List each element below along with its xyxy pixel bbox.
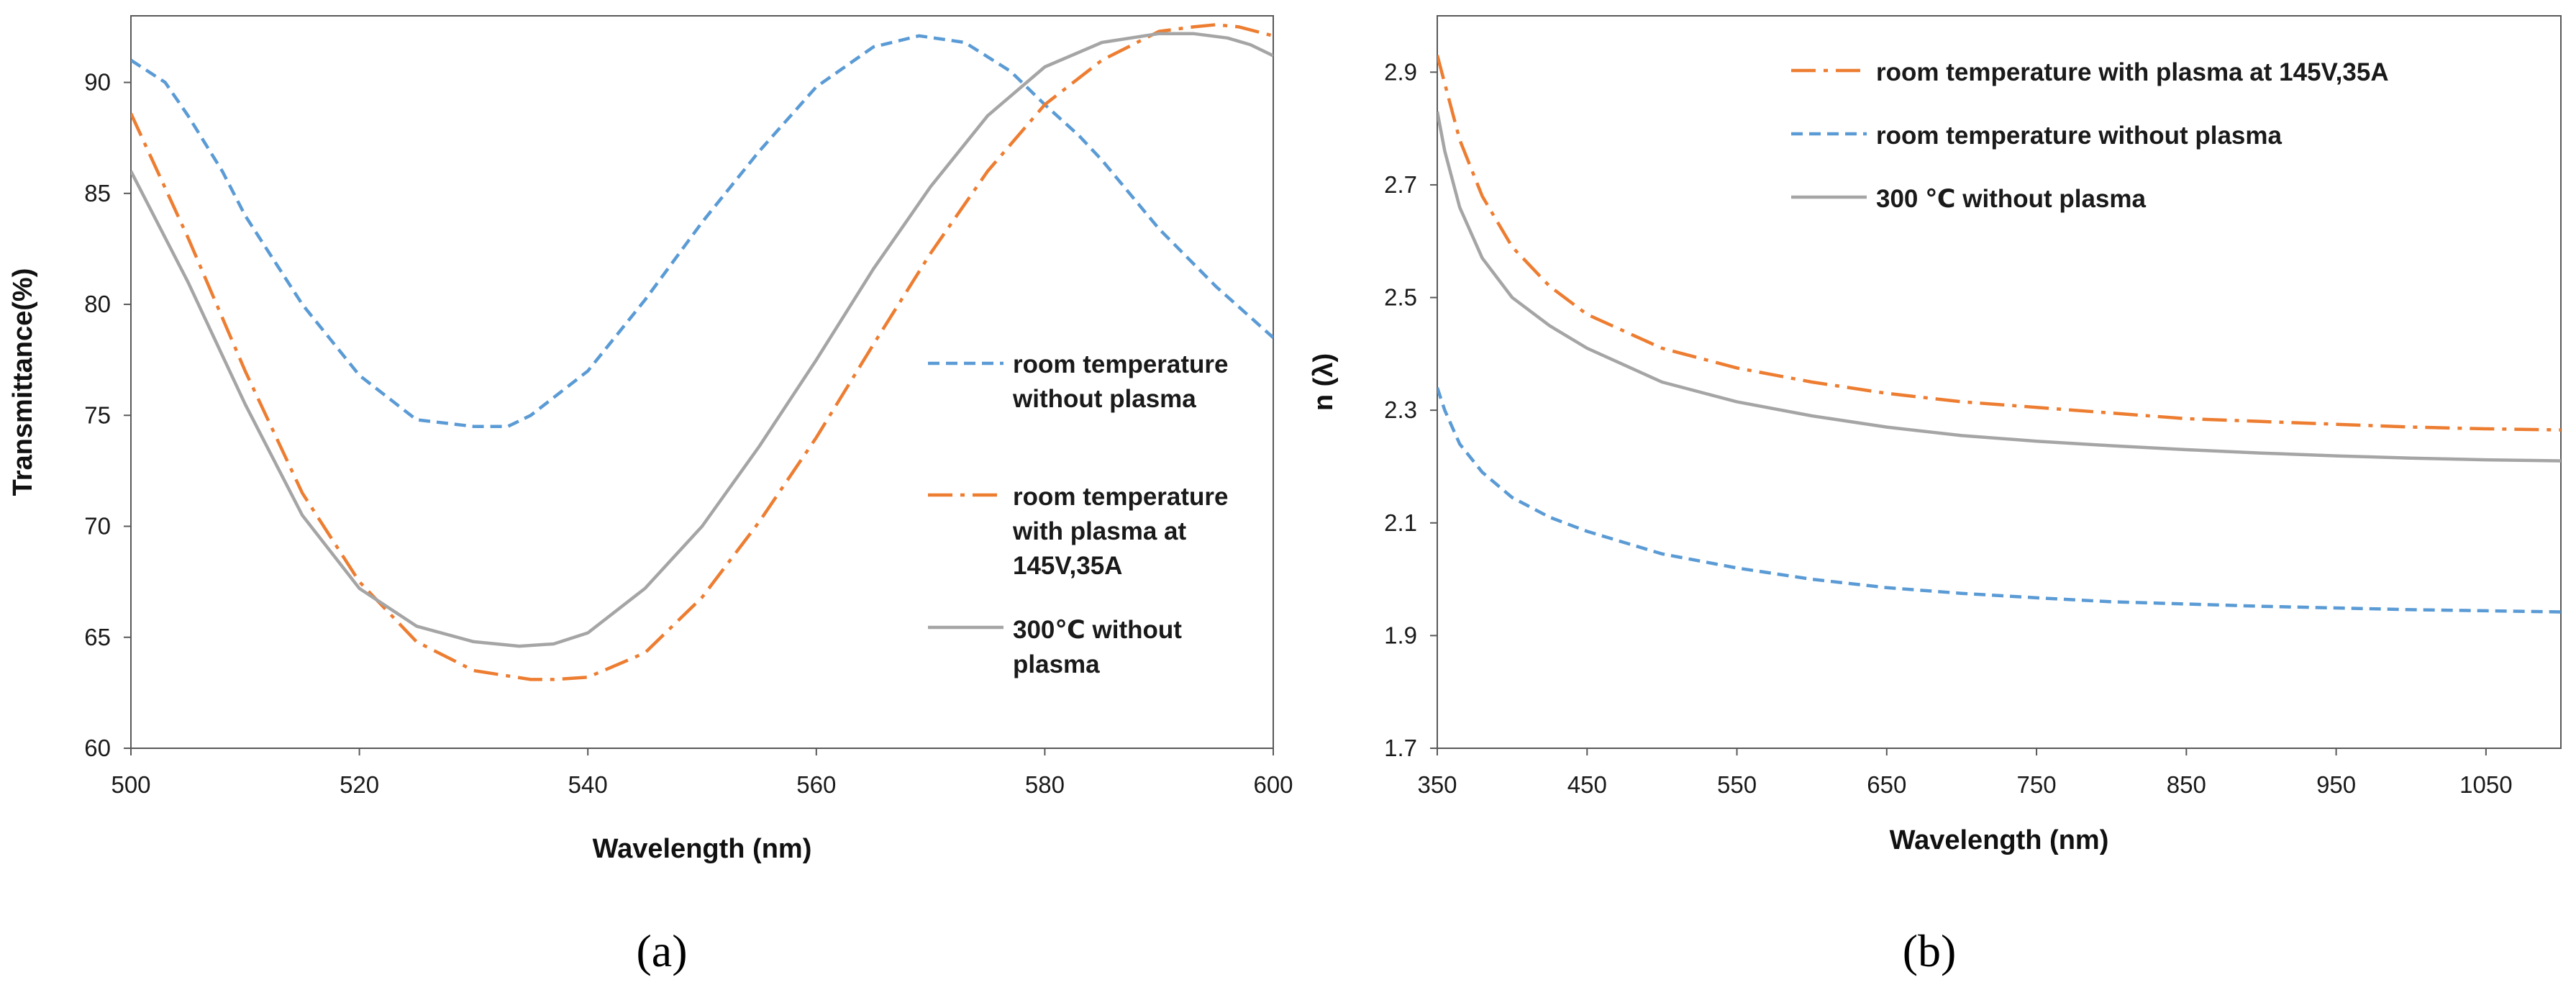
x-tick-label: 650 <box>1867 771 1906 798</box>
x-axis-title: Wavelength (nm) <box>593 834 812 864</box>
y-tick-label: 1.7 <box>1384 735 1417 761</box>
y-tick-label: 2.9 <box>1384 58 1417 85</box>
chart-a: 60 65 70 75 80 85 90 500 520 540 560 580 600 Waveleng… <box>8 16 1293 864</box>
legend-label-2: 145V,35A <box>1013 552 1122 580</box>
x-tick-label: 600 <box>1253 771 1293 798</box>
x-tick-label: 850 <box>2167 771 2206 798</box>
x-tick-label: 560 <box>796 771 836 798</box>
series-line-2 <box>1437 388 2561 612</box>
series-line-3 <box>1437 112 2561 460</box>
y-tick-label: 75 <box>84 401 111 428</box>
x-tick-label: 350 <box>1417 771 1457 798</box>
x-tick-label: 450 <box>1567 771 1607 798</box>
x-tick-label: 950 <box>2316 771 2356 798</box>
y-tick-label: 80 <box>84 291 111 317</box>
y-tick-label: 65 <box>84 624 111 650</box>
chart-b: 1.7 1.9 2.1 2.3 2.5 2.7 2.9 350 450 550 650 750 850 9… <box>1309 16 2561 855</box>
y-tick-label: 2.7 <box>1384 171 1417 198</box>
x-tick-label: 1050 <box>2459 771 2512 798</box>
x-tick-label: 580 <box>1025 771 1065 798</box>
y-tick-label: 85 <box>84 180 111 206</box>
series-line-1 <box>1437 55 2561 430</box>
figure: 60 65 70 75 80 85 90 500 520 540 560 580 600 Waveleng… <box>0 0 2576 990</box>
legend-label-1: room temperature with plasma at 145V,35A <box>1876 58 2389 86</box>
legend-label-3: 300 ℃ without plasma <box>1876 185 2147 213</box>
legend-label-2: with plasma at <box>1012 517 1187 545</box>
x-tick-label: 540 <box>568 771 608 798</box>
y-tick-label: 2.1 <box>1384 509 1417 536</box>
legend-label-2: room temperature without plasma <box>1876 122 2283 150</box>
legend-label-3: plasma <box>1013 650 1100 678</box>
x-tick-label: 550 <box>1717 771 1757 798</box>
panel-label-a: (a) <box>636 925 687 976</box>
x-tick-label: 520 <box>340 771 379 798</box>
y-tick-label: 60 <box>84 735 111 761</box>
x-tick-label: 500 <box>111 771 150 798</box>
legend-label-2: room temperature <box>1013 483 1229 511</box>
y-tick-label: 90 <box>84 69 111 96</box>
y-axis-title: Transmittance(%) <box>8 268 38 496</box>
panel-label-b: (b) <box>1903 925 1957 976</box>
legend-label-1: room temperature <box>1013 350 1229 378</box>
y-tick-label: 70 <box>84 513 111 540</box>
x-tick-label: 750 <box>2017 771 2057 798</box>
x-axis-title: Wavelength (nm) <box>1890 825 2109 855</box>
y-tick-label: 2.5 <box>1384 284 1417 311</box>
y-tick-label: 2.3 <box>1384 396 1417 423</box>
legend-label-1: without plasma <box>1012 385 1196 413</box>
legend-label-3: 300℃ without <box>1013 616 1182 644</box>
y-axis-title: n (λ) <box>1309 353 1339 411</box>
y-tick-label: 1.9 <box>1384 622 1417 648</box>
